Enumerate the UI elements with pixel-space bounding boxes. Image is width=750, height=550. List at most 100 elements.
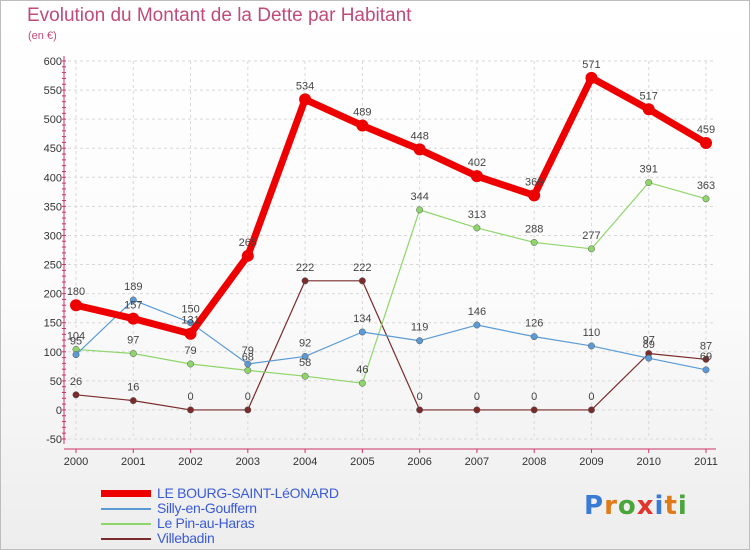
data-point — [645, 354, 653, 362]
data-label: 69 — [700, 351, 712, 363]
data-point — [416, 337, 424, 345]
series-line-0 — [75, 74, 708, 338]
data-label: 534 — [296, 80, 314, 92]
data-label: 126 — [525, 318, 543, 330]
data-label: 344 — [410, 191, 428, 203]
legend-label-silly: Silly-en-Gouffern — [157, 500, 257, 516]
data-point — [358, 277, 366, 285]
x-tick-label: 2006 — [407, 456, 431, 468]
data-label: 131 — [181, 315, 199, 327]
logo-letter: i — [654, 491, 665, 521]
data-label: 0 — [417, 391, 423, 403]
data-point — [700, 136, 712, 149]
x-tick-label: 2002 — [178, 456, 202, 468]
data-point — [129, 350, 137, 357]
x-tick-label: 2005 — [350, 456, 374, 468]
data-point — [187, 360, 194, 368]
data-label: 402 — [468, 157, 486, 169]
data-point — [473, 321, 481, 329]
data-point — [530, 333, 538, 341]
y-tick-label: 50 — [50, 376, 62, 388]
x-tick-label: 2011 — [694, 456, 718, 468]
data-label: 0 — [531, 391, 537, 403]
x-tick-label: 2004 — [293, 456, 317, 468]
data-point — [470, 170, 483, 183]
data-point — [702, 366, 710, 374]
data-label: 313 — [468, 209, 486, 221]
data-point — [72, 351, 80, 359]
data-label: 391 — [640, 164, 658, 176]
y-tick-label: 150 — [44, 318, 62, 330]
data-label: 150 — [181, 304, 199, 316]
x-tick-label: 2001 — [121, 456, 145, 468]
data-label: 363 — [697, 180, 715, 192]
y-tick-label: 300 — [44, 230, 62, 242]
axes: -50 0 50 100 150 200 250 300 350 400 450 500 550 600 2… — [44, 56, 718, 468]
series-lines — [70, 71, 712, 414]
x-tick-label: 2009 — [579, 456, 603, 468]
data-point — [528, 189, 541, 202]
data-label: 448 — [410, 130, 428, 142]
data-point — [416, 206, 424, 214]
data-point — [127, 312, 140, 325]
data-point — [299, 93, 312, 106]
data-point — [187, 319, 194, 327]
data-point — [530, 406, 538, 414]
data-point — [642, 103, 655, 116]
data-point — [588, 245, 595, 253]
x-tick-label: 2007 — [465, 456, 489, 468]
data-label: 26 — [70, 376, 82, 388]
data-point — [702, 195, 710, 203]
data-point — [702, 355, 710, 363]
x-tick-label: 2010 — [636, 456, 660, 468]
data-label: 110 — [583, 327, 601, 339]
logo-letter: t — [664, 491, 678, 521]
y-tick-label: 450 — [44, 143, 62, 155]
data-label: 16 — [127, 382, 139, 394]
data-point — [244, 406, 252, 414]
data-label: 79 — [242, 345, 254, 357]
data-point — [588, 342, 595, 350]
data-point — [241, 249, 254, 262]
data-point — [356, 119, 369, 132]
data-point — [358, 379, 366, 387]
y-tick-label: 600 — [44, 56, 62, 68]
data-point — [588, 406, 595, 414]
x-tick-label: 2003 — [236, 456, 260, 468]
data-point — [72, 391, 80, 399]
data-label: 68 — [242, 351, 254, 363]
legend-swatch-villebadin — [101, 538, 151, 540]
grid — [68, 60, 714, 440]
logo-letter: P — [584, 491, 605, 521]
data-point — [473, 224, 481, 232]
y-tick-label: 550 — [44, 85, 62, 97]
legend-swatch-silly — [101, 508, 151, 510]
chart-subtitle: (en €) — [28, 30, 57, 42]
proxiti-logo: Proxiti — [584, 491, 688, 521]
series-line-2 — [75, 181, 707, 384]
data-point — [301, 352, 309, 360]
y-tick-label: 200 — [44, 289, 62, 301]
x-tick-label: 2000 — [64, 456, 88, 468]
data-label: 0 — [588, 391, 594, 403]
logo-letter: o — [617, 491, 637, 521]
logo-letter: r — [604, 491, 618, 521]
data-label: 97 — [643, 335, 655, 347]
data-label: 97 — [127, 335, 139, 347]
data-point — [301, 372, 309, 380]
y-tick-label: -50 — [46, 434, 62, 446]
data-label: 0 — [245, 391, 251, 403]
data-label: 146 — [468, 306, 486, 318]
data-point — [530, 238, 538, 246]
data-label: 104 — [67, 330, 85, 342]
data-point — [244, 360, 252, 368]
data-label: 459 — [697, 124, 715, 136]
legend-swatch-pin — [101, 523, 151, 525]
data-label: 79 — [184, 345, 196, 357]
y-tick-label: 350 — [44, 201, 62, 213]
data-point — [585, 71, 598, 84]
data-label: 489 — [353, 107, 371, 119]
series-line-1 — [75, 299, 707, 371]
legend-label-bourg: LE BOURG-SAINT-LéONARD — [157, 485, 339, 501]
